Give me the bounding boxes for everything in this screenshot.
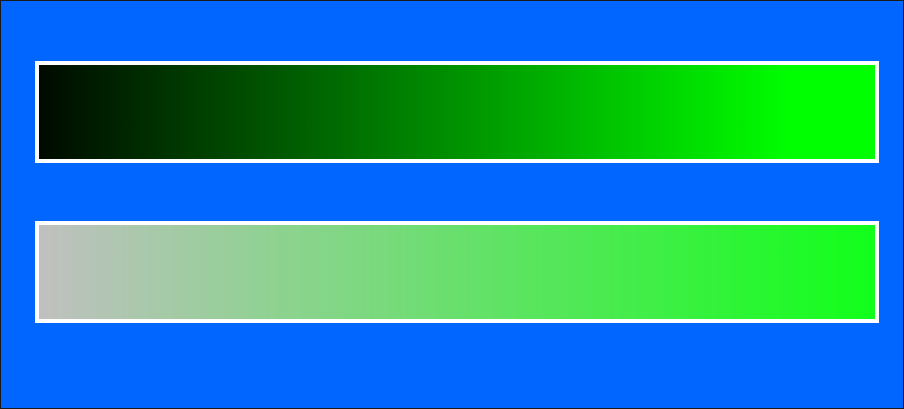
gray-to-green-gradient-bar [35, 221, 879, 323]
black-to-green-gradient-bar [35, 61, 879, 163]
